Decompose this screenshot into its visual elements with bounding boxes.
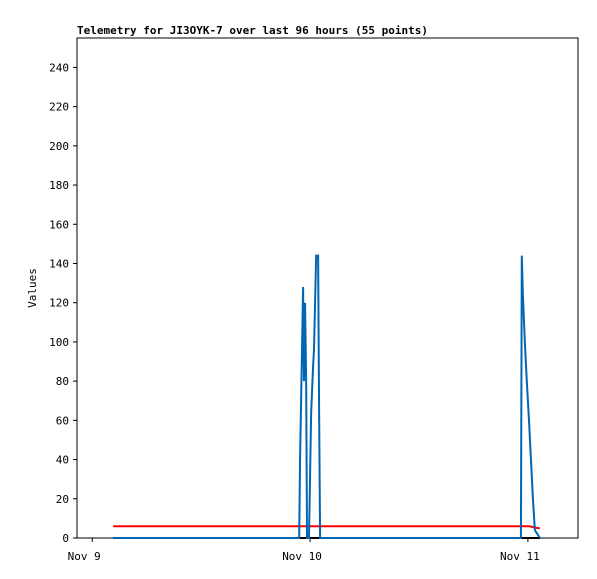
y-tick-label: 200	[49, 140, 69, 153]
y-tick-label: 0	[62, 532, 69, 545]
y-tick-label: 240	[49, 61, 69, 74]
plot-frame	[76, 37, 579, 539]
y-tick-label: 180	[49, 179, 69, 192]
y-tick-label: 140	[49, 257, 69, 270]
y-tick-label: 160	[49, 218, 69, 231]
x-tick-label: Nov 9	[68, 550, 101, 563]
y-tick-label: 40	[56, 454, 69, 467]
y-tick-label: 120	[49, 297, 69, 310]
y-axis-label: Values	[26, 268, 39, 308]
x-tick-label: Nov 11	[500, 550, 540, 563]
series-line	[113, 254, 541, 539]
x-tick-label: Nov 10	[282, 550, 322, 563]
y-tick-label: 80	[56, 375, 69, 388]
chart-title: Telemetry for JI3OYK-7 over last 96 hour…	[77, 24, 428, 37]
series-line	[113, 525, 540, 530]
y-tick-label: 220	[49, 101, 69, 114]
y-tick-label: 100	[49, 336, 69, 349]
y-tick-label: 20	[56, 493, 69, 506]
y-tick-label: 60	[56, 414, 69, 427]
